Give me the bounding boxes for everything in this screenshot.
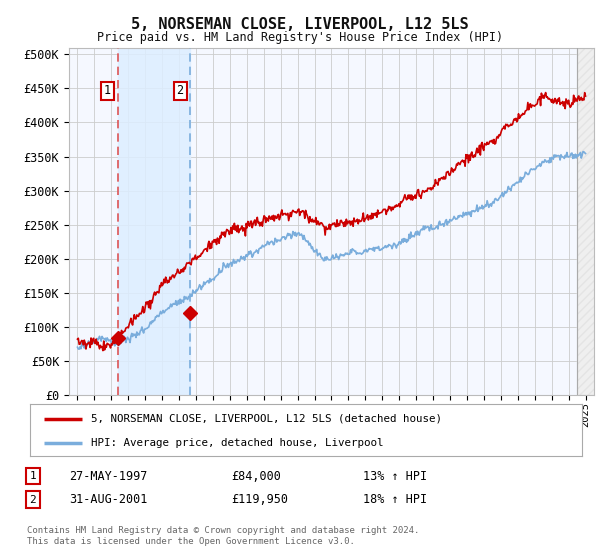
Text: 18% ↑ HPI: 18% ↑ HPI bbox=[363, 493, 427, 506]
Text: Price paid vs. HM Land Registry's House Price Index (HPI): Price paid vs. HM Land Registry's House … bbox=[97, 31, 503, 44]
Text: £84,000: £84,000 bbox=[231, 469, 281, 483]
Bar bbox=[577, 48, 596, 395]
Bar bbox=[577, 48, 596, 395]
Text: 5, NORSEMAN CLOSE, LIVERPOOL, L12 5LS: 5, NORSEMAN CLOSE, LIVERPOOL, L12 5LS bbox=[131, 17, 469, 32]
Text: HPI: Average price, detached house, Liverpool: HPI: Average price, detached house, Live… bbox=[91, 438, 383, 448]
Text: 27-MAY-1997: 27-MAY-1997 bbox=[69, 469, 148, 483]
Text: 1: 1 bbox=[29, 471, 37, 481]
Text: 2: 2 bbox=[29, 494, 37, 505]
Text: Contains HM Land Registry data © Crown copyright and database right 2024.
This d: Contains HM Land Registry data © Crown c… bbox=[27, 526, 419, 546]
Text: 31-AUG-2001: 31-AUG-2001 bbox=[69, 493, 148, 506]
Text: 1: 1 bbox=[104, 85, 111, 97]
Text: 2: 2 bbox=[176, 85, 184, 97]
Text: £119,950: £119,950 bbox=[231, 493, 288, 506]
Text: 13% ↑ HPI: 13% ↑ HPI bbox=[363, 469, 427, 483]
Text: 5, NORSEMAN CLOSE, LIVERPOOL, L12 5LS (detached house): 5, NORSEMAN CLOSE, LIVERPOOL, L12 5LS (d… bbox=[91, 414, 442, 424]
Bar bbox=[118, 48, 190, 395]
